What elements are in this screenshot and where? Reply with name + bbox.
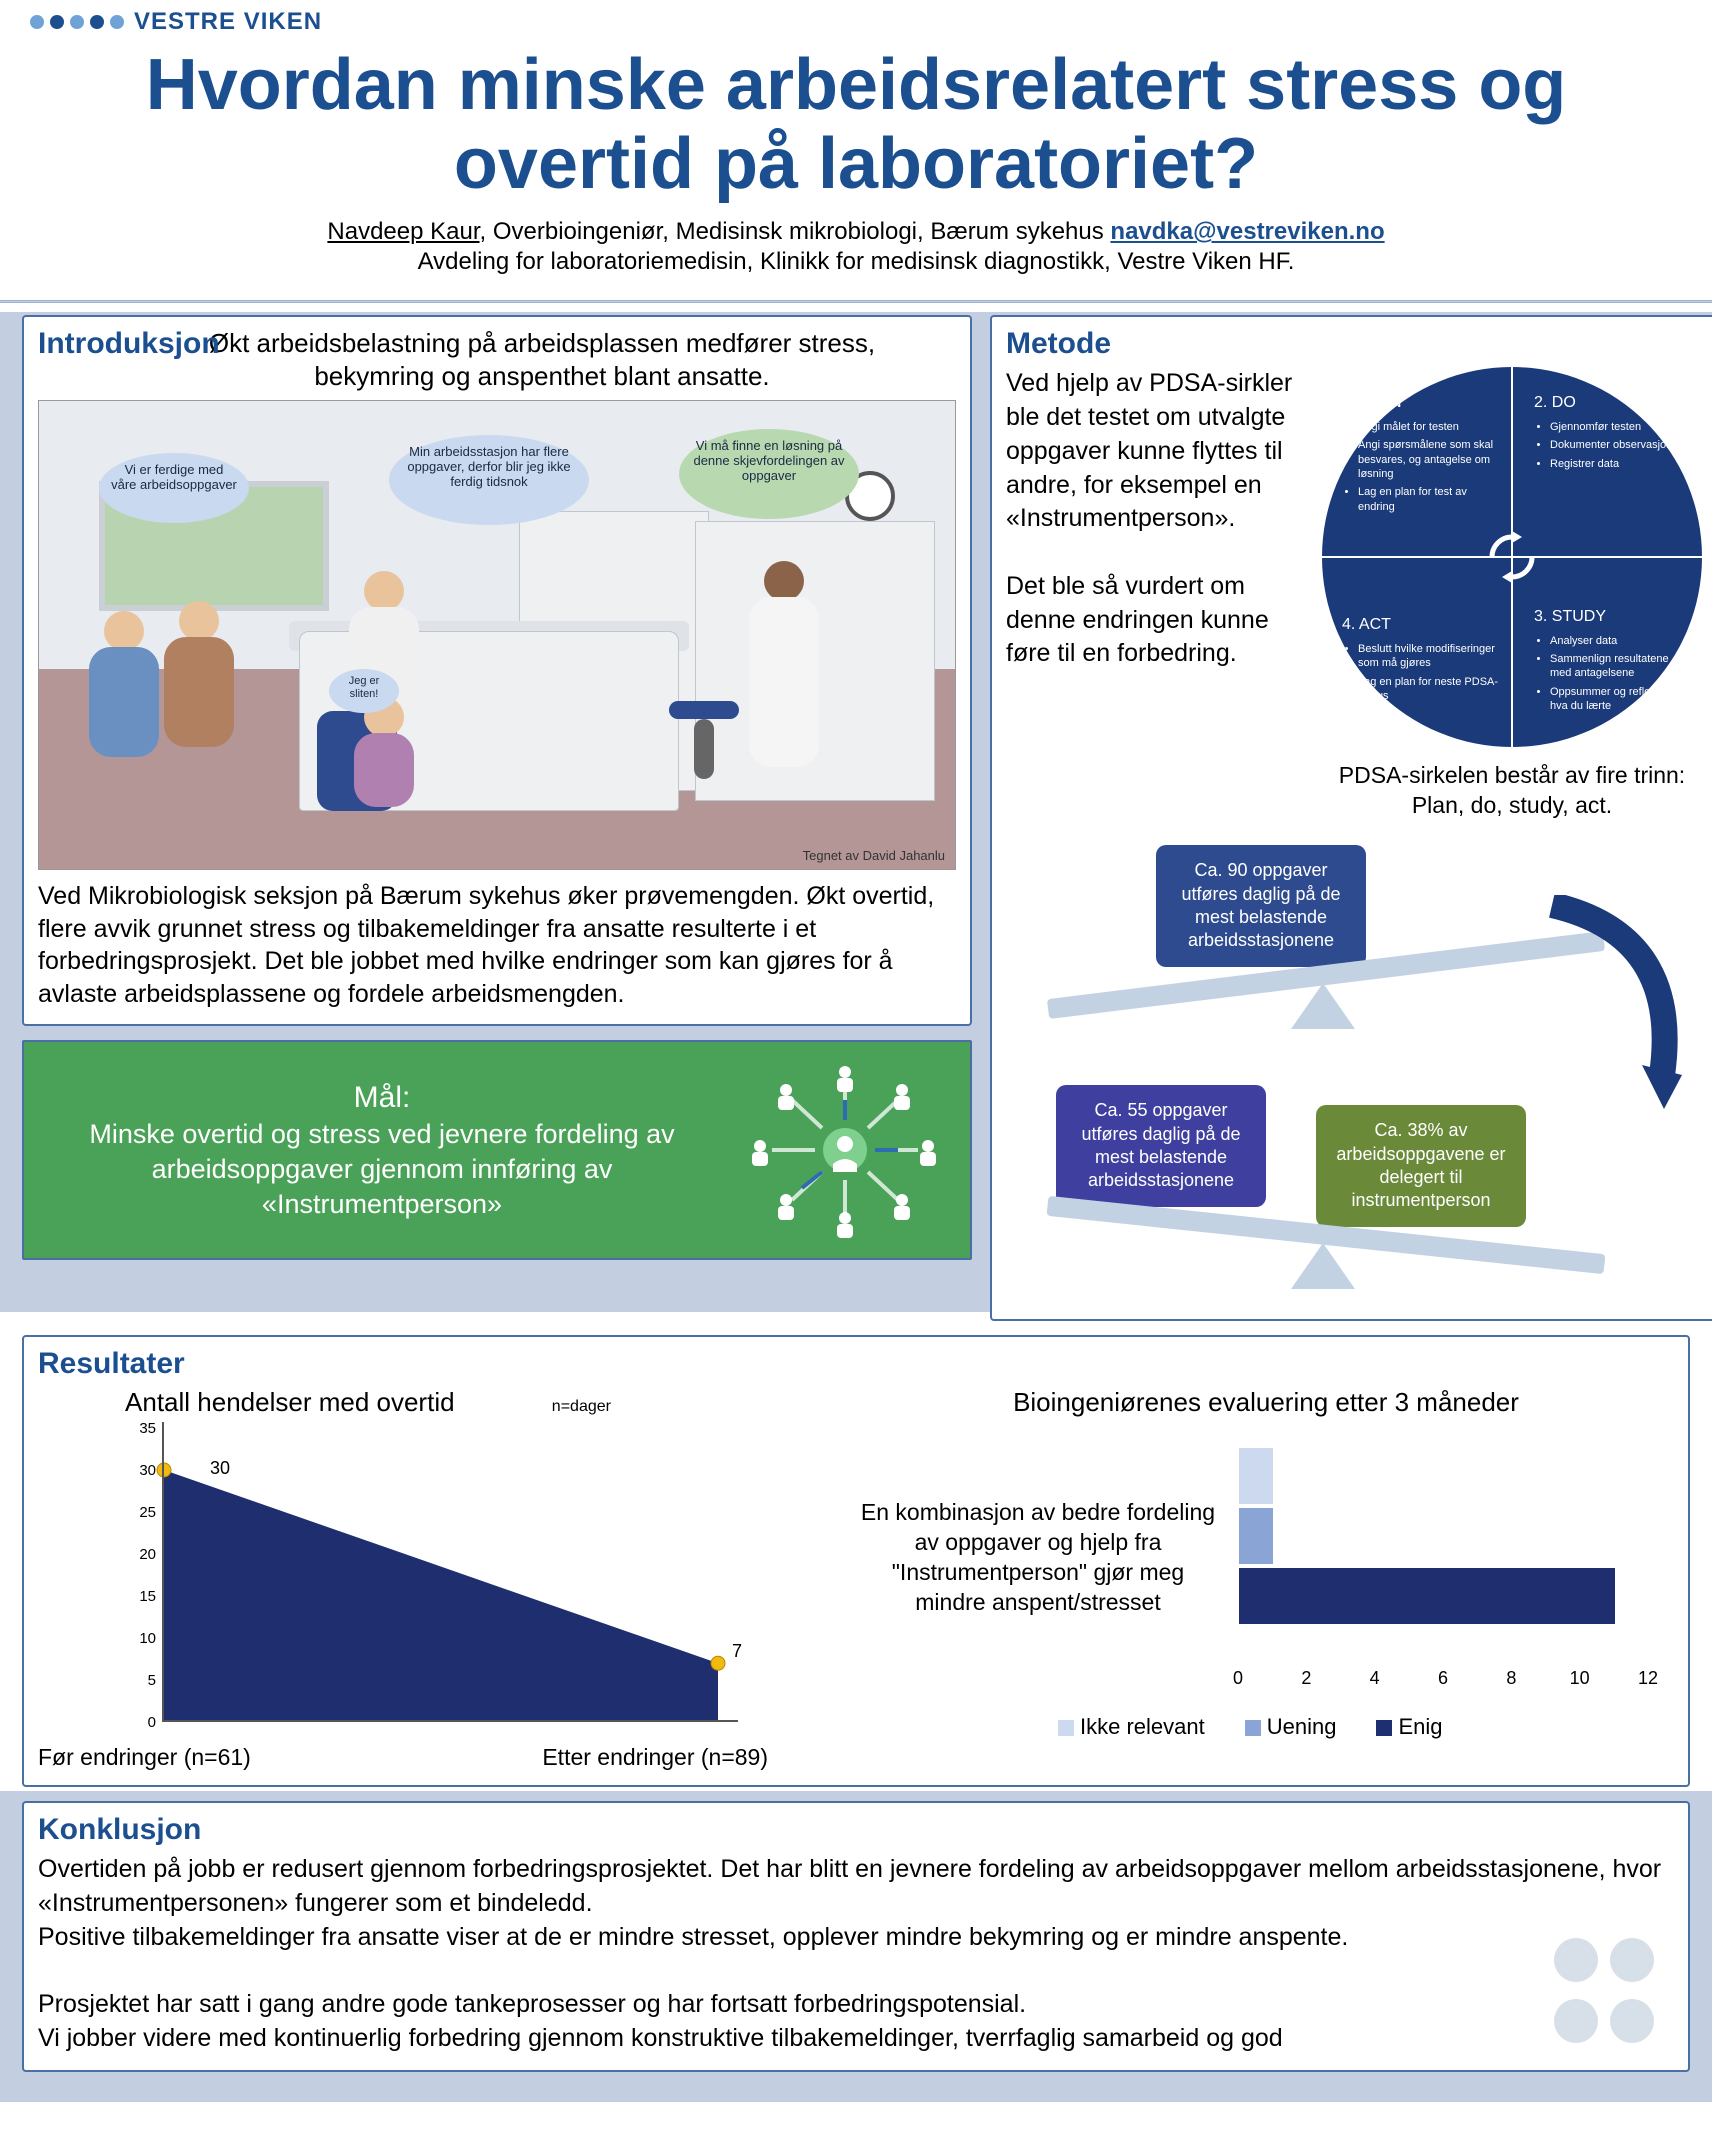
network-people-icon	[740, 1060, 950, 1240]
konkl-p1: Overtiden på jobb er redusert gjennom fo…	[38, 1853, 1674, 1921]
overtime-area-chart: 30 7 05101520253035	[128, 1422, 748, 1742]
left-chart-title: Antall hendelser med overtid n=dager	[0, 1387, 818, 1418]
brand-logo-icon	[30, 15, 124, 29]
affiliation: Avdeling for laboratoriemedisin, Klinikk…	[60, 248, 1652, 276]
speech-bubble-3: Vi må finne en løsning på denne skjevfor…	[679, 429, 859, 519]
intro-body: Ved Mikrobiologisk seksjon på Bærum syke…	[38, 880, 956, 1010]
method-heading: Metode	[1006, 327, 1702, 361]
note-90-tasks: Ca. 90 oppgaver utføres daglig på de mes…	[1156, 845, 1366, 967]
conclusion-panel: Konklusjon Overtiden på jobb er redusert…	[22, 1801, 1690, 2072]
results-heading: Resultater	[38, 1347, 1674, 1381]
bar-uening	[1239, 1508, 1273, 1564]
bar-chart-legend: Ikke relevant Uening Enig	[1058, 1714, 1674, 1740]
lab-illustration: Vi er ferdige med våre arbeidsoppgaver M…	[38, 400, 956, 870]
method-p2: Det ble så vurdert om denne endringen ku…	[1006, 570, 1306, 671]
legend-ikke-relevant: Ikke relevant	[1058, 1714, 1205, 1739]
speech-bubble-1: Vi er ferdige med våre arbeidsoppgaver	[99, 453, 249, 523]
intro-heading: Introduksjon	[38, 327, 220, 361]
intro-panel: Introduksjon Økt arbeidsbelastning på ar…	[22, 315, 972, 1026]
bar-enig	[1239, 1568, 1615, 1624]
method-p1: Ved hjelp av PDSA-sirkler ble det testet…	[1006, 367, 1306, 536]
author-email-link[interactable]: navdka@vestreviken.no	[1110, 218, 1384, 245]
goal-text: Minske overtid og stress ved jevnere for…	[44, 1117, 720, 1222]
konkl-p4: Vi jobber videre med kontinuerlig forbed…	[38, 2022, 1674, 2056]
intro-lead: Økt arbeidsbelastning på arbeidsplassen …	[188, 327, 896, 392]
method-panel: Metode Ved hjelp av PDSA-sirkler ble det…	[990, 315, 1712, 1321]
results-panel: Resultater Antall hendelser med overtid …	[22, 1335, 1690, 1787]
right-chart-title: Bioingeniørenes evaluering etter 3 måned…	[858, 1387, 1674, 1418]
conclusion-heading: Konklusjon	[38, 1813, 1674, 1847]
speech-bubble-2: Min arbeidsstasjon har flere oppgaver, d…	[389, 435, 589, 525]
bar-chart-x-axis: 024681012	[1238, 1668, 1648, 1696]
brand-name: VESTRE VIKEN	[134, 8, 322, 36]
konkl-p2: Positive tilbakemeldinger fra ansatte vi…	[38, 1921, 1674, 1955]
pdsa-circle-diagram: 1. PLANAngi målet for testenAngi spørsmå…	[1322, 367, 1702, 747]
bar-ikke-relevant	[1239, 1448, 1273, 1504]
goal-panel: Mål: Minske overtid og stress ved jevner…	[22, 1040, 972, 1260]
note-55-tasks: Ca. 55 oppgaver utføres daglig på de mes…	[1056, 1085, 1266, 1207]
konkl-p3: Prosjektet har satt i gang andre gode ta…	[38, 1988, 1674, 2022]
author-name: Navdeep Kaur	[327, 218, 479, 245]
illustration-credit: Tegnet av David Jahanlu	[803, 848, 945, 863]
survey-question: En kombinasjon av bedre fordeling av opp…	[858, 1498, 1218, 1618]
svg-text:7: 7	[732, 1641, 742, 1661]
x-label-before: Før endringer (n=61)	[38, 1744, 251, 1771]
brand-header: VESTRE VIKEN	[0, 0, 1712, 36]
poster-title: Hvordan minske arbeidsrelatert stress og…	[60, 46, 1652, 204]
author-line: Navdeep Kaur, Overbioingeniør, Medisinsk…	[60, 218, 1652, 246]
seesaw-diagram: Ca. 90 oppgaver utføres daglig på de mes…	[1006, 845, 1702, 1305]
curved-arrow-icon	[1532, 895, 1692, 1115]
cycle-arrows-icon	[1472, 517, 1552, 597]
survey-bar-chart	[1238, 1448, 1648, 1668]
svg-text:30: 30	[210, 1458, 230, 1478]
legend-uening: Uening	[1245, 1714, 1337, 1739]
decorative-dots-icon	[1548, 1932, 1660, 2054]
x-label-after: Etter endringer (n=89)	[542, 1744, 768, 1771]
legend-enig: Enig	[1376, 1714, 1442, 1739]
pdsa-caption: PDSA-sirkelen består av fire trinn: Plan…	[1322, 761, 1702, 821]
goal-title: Mål:	[44, 1078, 720, 1117]
note-38-percent: Ca. 38% av arbeidsoppgavene er delegert …	[1316, 1105, 1526, 1227]
